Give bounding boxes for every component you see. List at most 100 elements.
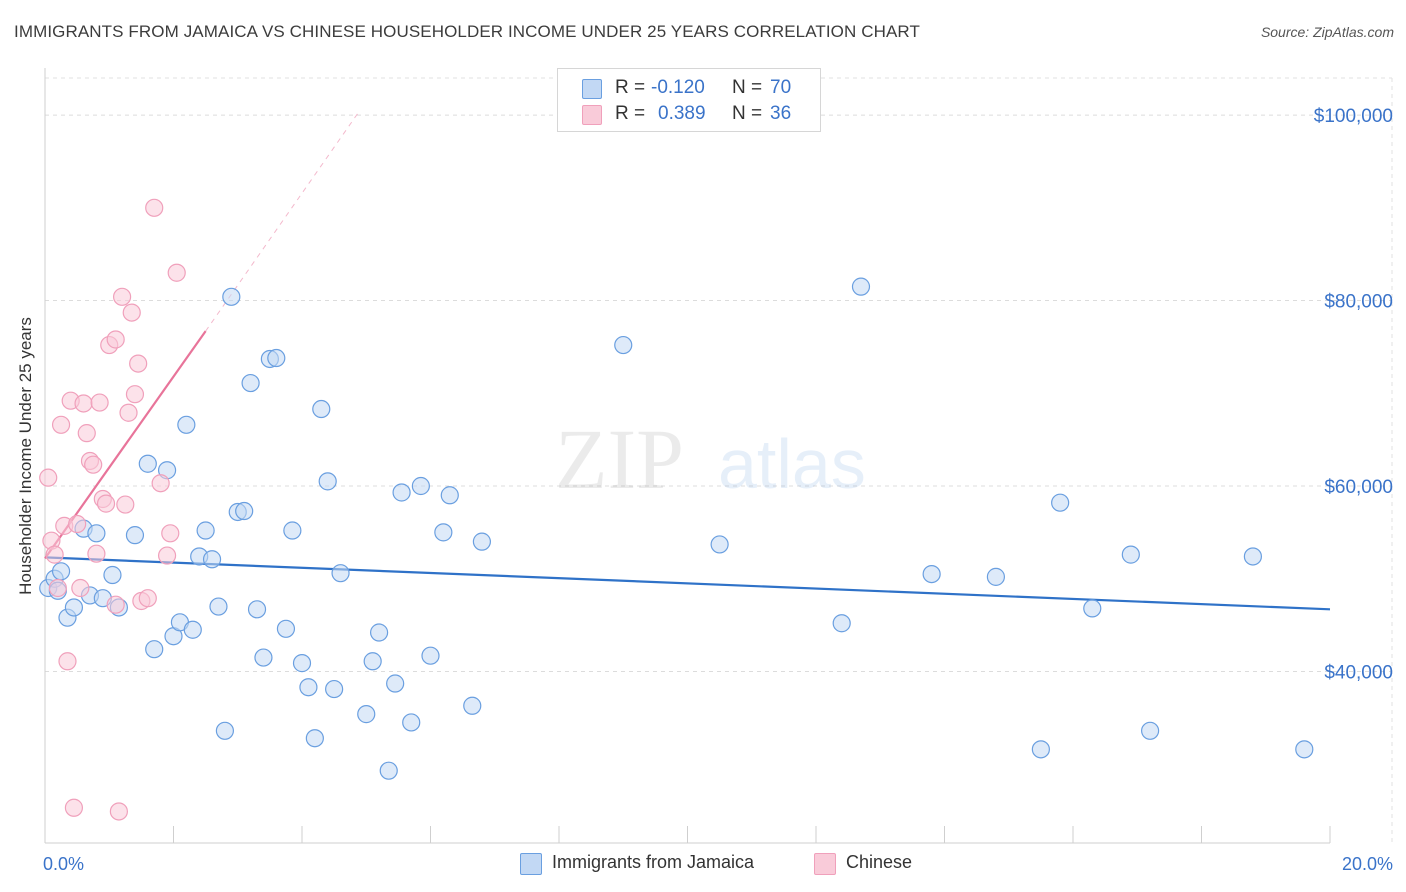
point-jamaica bbox=[138, 454, 157, 473]
legend-r-value: 0.389 bbox=[658, 103, 706, 124]
point-jamaica bbox=[254, 648, 273, 667]
point-chinese bbox=[68, 514, 87, 534]
point-chinese bbox=[106, 595, 125, 614]
point-jamaica bbox=[318, 472, 337, 491]
point-jamaica bbox=[1140, 721, 1160, 740]
tick-labels: $40,000 $60,000 $80,000 $100,000 0.0% 20.0% bbox=[43, 106, 1393, 874]
point-jamaica bbox=[463, 696, 482, 715]
point-jamaica bbox=[145, 640, 164, 659]
point-jamaica bbox=[1083, 599, 1102, 618]
point-jamaica bbox=[986, 567, 1006, 586]
point-chinese bbox=[90, 393, 109, 412]
legend-r-label: R = bbox=[615, 77, 646, 98]
point-jamaica bbox=[235, 501, 254, 521]
data-points bbox=[39, 198, 1314, 821]
legend-swatch-chinese bbox=[582, 105, 602, 125]
point-jamaica bbox=[183, 620, 202, 639]
point-jamaica bbox=[64, 598, 84, 617]
point-chinese bbox=[39, 468, 58, 487]
legend-n-value: 70 bbox=[770, 77, 792, 98]
point-jamaica bbox=[922, 564, 941, 584]
point-chinese bbox=[84, 455, 103, 474]
point-jamaica bbox=[386, 674, 405, 693]
point-jamaica bbox=[357, 705, 376, 724]
chart-title: IMMIGRANTS FROM JAMAICA VS CHINESE HOUSE… bbox=[14, 22, 920, 41]
point-jamaica bbox=[87, 524, 106, 543]
point-jamaica bbox=[1243, 547, 1263, 566]
point-chinese bbox=[106, 330, 125, 349]
point-jamaica bbox=[222, 287, 241, 306]
point-jamaica bbox=[1121, 545, 1140, 564]
watermark-zip: ZIP bbox=[555, 411, 684, 507]
point-jamaica bbox=[472, 532, 491, 551]
point-jamaica bbox=[614, 335, 633, 355]
point-chinese bbox=[122, 303, 141, 322]
point-jamaica bbox=[379, 761, 398, 780]
point-jamaica bbox=[1031, 740, 1050, 759]
legend-n-label: N = bbox=[732, 103, 763, 124]
legend-r-value: -0.120 bbox=[651, 77, 705, 98]
legend-n-label: N = bbox=[732, 77, 763, 98]
watermark-atlas: atlas bbox=[718, 425, 866, 503]
point-jamaica bbox=[402, 713, 421, 732]
point-jamaica bbox=[363, 652, 382, 671]
y-tick-label: $100,000 bbox=[1314, 106, 1393, 127]
trend-lines bbox=[44, 110, 1331, 611]
point-chinese bbox=[151, 474, 170, 493]
point-jamaica bbox=[292, 654, 312, 673]
point-jamaica bbox=[196, 521, 215, 540]
trend-line-jamaica bbox=[44, 556, 1331, 611]
point-chinese bbox=[145, 198, 164, 217]
legend-r-label: R = bbox=[615, 103, 646, 124]
point-jamaica bbox=[312, 399, 331, 419]
point-jamaica bbox=[299, 678, 318, 697]
point-jamaica bbox=[440, 486, 459, 505]
point-jamaica bbox=[202, 550, 222, 569]
point-jamaica bbox=[215, 721, 234, 740]
bottom-legend-swatch-chinese bbox=[814, 853, 836, 875]
point-jamaica bbox=[434, 523, 453, 542]
y-tick-label: $60,000 bbox=[1324, 477, 1393, 498]
point-jamaica bbox=[411, 476, 430, 496]
point-chinese bbox=[71, 578, 90, 598]
point-chinese bbox=[109, 802, 128, 821]
point-chinese bbox=[64, 798, 84, 817]
point-chinese bbox=[161, 524, 180, 543]
bottom-legend-label-chinese: Chinese bbox=[846, 852, 913, 872]
x-tick-label: 20.0% bbox=[1342, 854, 1393, 874]
axes bbox=[44, 68, 1331, 844]
point-chinese bbox=[119, 403, 138, 422]
point-jamaica bbox=[710, 535, 729, 554]
point-chinese bbox=[112, 287, 132, 306]
point-jamaica bbox=[392, 483, 411, 502]
point-jamaica bbox=[325, 679, 344, 699]
point-jamaica bbox=[851, 277, 871, 296]
point-chinese bbox=[125, 385, 145, 404]
point-chinese bbox=[48, 578, 67, 598]
point-chinese bbox=[58, 652, 77, 671]
point-jamaica bbox=[1295, 740, 1314, 759]
point-chinese bbox=[129, 354, 148, 373]
point-chinese bbox=[167, 263, 186, 282]
point-chinese bbox=[116, 495, 135, 514]
bottom-legend-label-jamaica: Immigrants from Jamaica bbox=[552, 852, 755, 872]
point-chinese bbox=[74, 394, 93, 413]
point-chinese bbox=[157, 546, 177, 565]
bottom-legend-swatch-jamaica bbox=[520, 853, 542, 875]
point-jamaica bbox=[276, 619, 296, 638]
point-chinese bbox=[138, 589, 157, 608]
point-jamaica bbox=[209, 597, 228, 616]
point-jamaica bbox=[331, 564, 350, 583]
point-jamaica bbox=[1051, 493, 1070, 512]
point-jamaica bbox=[305, 729, 324, 748]
correlation-legend: R = -0.120 N = 70 R = 0.389 N = 36 bbox=[557, 68, 821, 132]
point-jamaica bbox=[241, 373, 260, 393]
point-jamaica bbox=[267, 348, 286, 368]
y-tick-label: $80,000 bbox=[1324, 292, 1393, 313]
point-chinese bbox=[77, 424, 96, 443]
y-axis-label: Householder Income Under 25 years bbox=[16, 317, 35, 595]
source-label: Source: ZipAtlas.com bbox=[1260, 24, 1394, 40]
watermark: ZIP atlas bbox=[555, 411, 866, 507]
legend-swatch-jamaica bbox=[582, 79, 602, 99]
